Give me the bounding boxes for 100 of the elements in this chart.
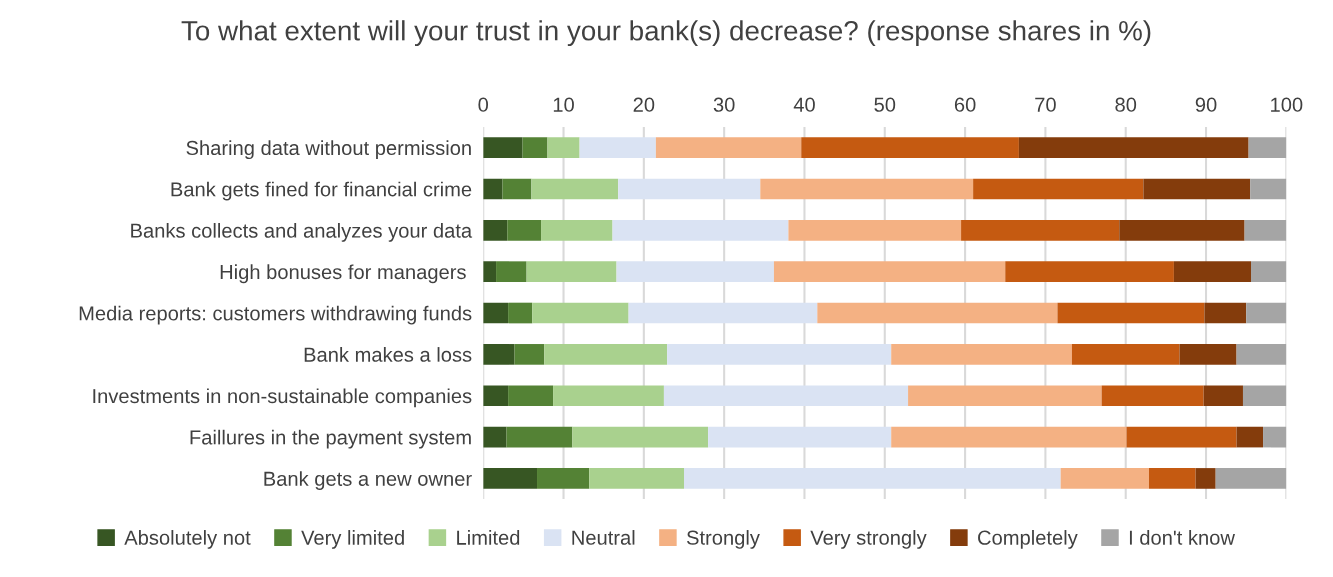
bar [526,261,617,283]
bar [1119,219,1245,241]
bar [483,261,497,283]
bar [667,344,892,365]
bar [891,426,1127,448]
bar [961,219,1120,241]
legend-label: Very limited [301,530,404,549]
y-tick-label: Investments in non-sustainable companies [93,388,472,408]
bar [760,178,974,200]
bar [663,385,909,407]
bar [684,468,1061,489]
bar [1204,302,1247,324]
bar [572,426,709,448]
x-tick-label: 30 [713,97,735,112]
legend-label: Strongly [686,530,760,549]
bar [1248,137,1287,158]
y-tick-label: Bank makes a loss [304,347,472,362]
bar [973,178,1144,200]
x-tick-label: 90 [1195,97,1217,112]
y-tick-label: Bank gets fined for financial crime [171,181,472,201]
x-tick-label: 40 [793,97,815,112]
x-tick-label: 0 [478,97,489,112]
bar [522,137,548,158]
bar [708,426,892,448]
legend-label: Neutral [572,530,635,545]
bar [891,344,1072,365]
bar [1236,344,1287,365]
bar [579,137,656,158]
bar [1203,385,1243,407]
legend-label: Limited [457,530,520,545]
bar [1246,302,1287,324]
bar [483,344,515,365]
bar [1149,468,1196,489]
chart-title: To what extent will your trust in your bank(s) decrease? (response shares in %) [181,20,1151,47]
bar [553,385,664,407]
x-tick-label: 60 [954,97,976,112]
x-tick-label: 20 [633,97,655,112]
bar [508,302,533,324]
bar [908,385,1102,407]
bar [1244,219,1287,241]
legend-label: I don't know [1129,530,1235,545]
y-tick-label: Faillures in the payment system [190,429,471,449]
bar [788,219,962,241]
x-tick-label: 10 [553,97,574,112]
bar [1071,344,1180,365]
bar [544,344,668,365]
bar [483,178,503,200]
bar [1018,137,1249,158]
bar [1005,261,1174,283]
bar [1101,385,1204,407]
bar [547,137,580,158]
bar [1242,385,1287,407]
bar [483,219,508,241]
y-tick-label: Bank gets a new owner [264,471,472,490]
bar [531,178,619,200]
y-tick-label: Sharing data without permission [186,140,471,160]
bar [1143,178,1251,200]
bar [483,385,509,407]
bar [1126,426,1237,448]
bar [1195,468,1216,489]
bar [1060,468,1150,489]
bar [655,137,802,158]
bar [1057,302,1205,324]
bar [537,468,590,489]
bar [1173,261,1252,283]
bar [502,178,532,200]
bar [1263,426,1287,448]
bar [801,137,1019,158]
bar [496,261,527,283]
bar [507,219,542,241]
bar [616,261,774,283]
bar [508,385,554,407]
y-tick-label: High bonuses for managers [220,264,466,284]
bar [483,426,507,448]
bar [1215,468,1287,489]
bar [628,302,818,324]
bar [589,468,684,489]
legend-label: Completely [978,530,1078,549]
bar [1250,178,1287,200]
bar [483,137,523,158]
bar [1236,426,1264,448]
bar [541,219,613,241]
x-tick-label: 70 [1035,97,1056,112]
x-tick-label: 50 [874,97,896,112]
x-tick-label: 100 [1271,97,1303,112]
y-tick-label: Media reports: customers withdrawing funds [79,305,472,325]
y-tick-label: Banks collects and analyzes your data [131,223,473,242]
bar [483,468,538,489]
bar [773,261,1006,283]
legend-label: Absolutely not [124,530,251,549]
bar [817,302,1058,324]
bar [618,178,761,200]
bar [506,426,573,448]
legend-label: Very strongly [810,530,927,549]
x-tick-label: 80 [1115,97,1137,112]
bar [612,219,789,241]
bar [483,302,509,324]
bar [514,344,545,365]
bar [532,302,629,324]
bar [1251,261,1287,283]
